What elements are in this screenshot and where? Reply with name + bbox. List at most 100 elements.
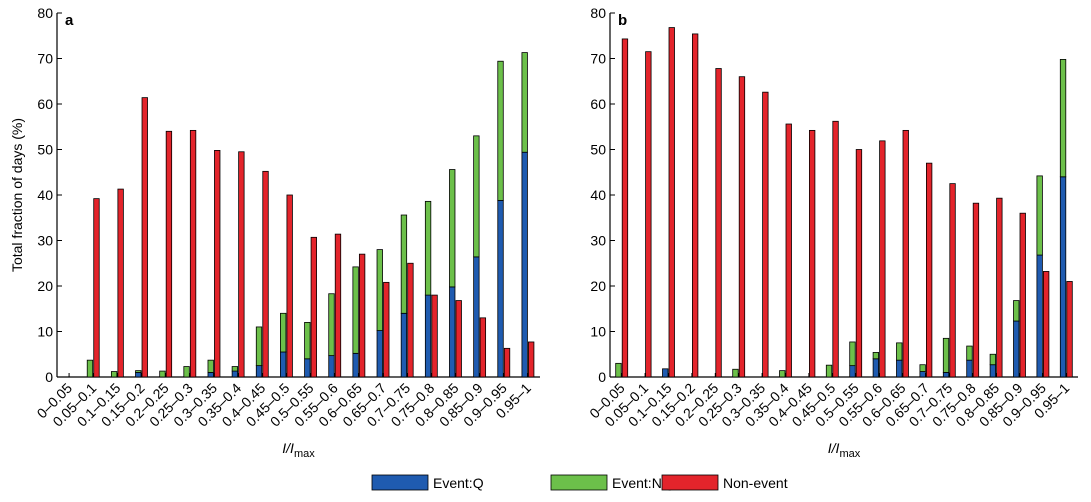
- bar: [165, 130, 173, 378]
- bar: [304, 321, 311, 360]
- bar: [926, 162, 933, 378]
- bar: [809, 129, 816, 378]
- bar: [966, 345, 973, 361]
- legend-label: Event:NQ: [612, 475, 673, 491]
- y-tick-label: 70: [590, 51, 606, 67]
- bar: [207, 359, 214, 373]
- bar: [280, 312, 287, 353]
- bar: [449, 169, 456, 288]
- bar: [424, 294, 432, 378]
- bar: [455, 300, 462, 378]
- bar: [996, 197, 1003, 378]
- bar: [117, 188, 124, 378]
- bar: [214, 150, 221, 378]
- bar: [1013, 300, 1020, 322]
- bar: [328, 293, 335, 357]
- bar: [919, 364, 926, 372]
- bar: [1059, 176, 1067, 378]
- y-tick-label: 20: [37, 278, 53, 294]
- x-axis-label-sub: max: [839, 448, 860, 460]
- legend-swatch: [550, 474, 608, 491]
- bar: [1059, 59, 1067, 178]
- bar: [449, 286, 456, 378]
- bar: [358, 253, 366, 378]
- x-axis-label-main: I/I: [828, 440, 840, 456]
- bar: [376, 249, 383, 331]
- bar: [621, 38, 629, 378]
- bar: [521, 52, 528, 153]
- y-tick-label: 50: [590, 142, 606, 158]
- x-axis-label-sub: max: [294, 448, 315, 460]
- bar: [738, 76, 746, 378]
- bar: [310, 236, 317, 378]
- bar: [528, 341, 535, 378]
- bar: [942, 372, 950, 378]
- y-tick-label: 80: [590, 5, 606, 21]
- y-tick-label: 20: [590, 278, 606, 294]
- y-tick-label: 70: [37, 51, 53, 67]
- bar: [86, 359, 94, 378]
- y-tick-label: 50: [37, 142, 53, 158]
- bar: [849, 341, 856, 367]
- bar: [989, 353, 996, 366]
- bar: [383, 281, 390, 378]
- y-tick-label: 0: [598, 369, 606, 385]
- bar: [328, 355, 335, 378]
- bar: [521, 151, 528, 378]
- bar: [879, 140, 886, 378]
- bar: [949, 183, 956, 378]
- x-axis-label: I/Imax: [828, 440, 861, 460]
- bar: [286, 194, 293, 378]
- bar: [262, 170, 269, 378]
- bar: [1066, 281, 1073, 378]
- bar: [1013, 320, 1020, 378]
- bar: [849, 365, 856, 378]
- bar: [376, 330, 383, 378]
- bar: [93, 198, 100, 378]
- bar: [896, 342, 903, 361]
- bar: [762, 91, 769, 378]
- bar: [431, 294, 438, 378]
- y-tick-label: 60: [590, 96, 606, 112]
- bar: [334, 233, 342, 378]
- bar: [919, 371, 926, 378]
- bar: [207, 372, 214, 378]
- y-axis-label: Total fraction of days (%): [9, 118, 25, 272]
- bar: [400, 214, 408, 314]
- bar: [1036, 175, 1043, 256]
- bar: [715, 68, 722, 378]
- bar: [407, 262, 414, 378]
- bar: [497, 60, 504, 201]
- bar: [855, 149, 863, 378]
- bar: [1019, 212, 1026, 378]
- y-tick-label: 0: [45, 369, 53, 385]
- bar: [1036, 254, 1043, 378]
- bar: [902, 129, 909, 378]
- bar: [231, 366, 239, 372]
- bar: [942, 337, 950, 373]
- x-axis-label: I/Imax: [282, 440, 315, 460]
- bar: [1043, 271, 1050, 378]
- bar: [825, 364, 833, 378]
- legend-swatch: [661, 474, 719, 491]
- bar: [352, 352, 359, 378]
- bar: [785, 123, 792, 378]
- bar: [135, 372, 142, 378]
- y-tick-label: 80: [37, 5, 53, 21]
- legend-label: Event:Q: [433, 475, 484, 491]
- bar: [497, 200, 504, 378]
- y-tick-label: 30: [37, 233, 53, 249]
- bar: [832, 120, 839, 378]
- panel-label: a: [65, 12, 74, 29]
- y-tick-label: 40: [590, 187, 606, 203]
- bar: [304, 358, 311, 378]
- bar: [473, 135, 480, 258]
- bar: [615, 362, 622, 378]
- bar: [352, 266, 359, 354]
- bar: [400, 312, 408, 378]
- bar: [479, 317, 487, 378]
- bar: [280, 351, 287, 378]
- x-axis-label-main: I/I: [282, 440, 294, 456]
- bar: [662, 368, 669, 378]
